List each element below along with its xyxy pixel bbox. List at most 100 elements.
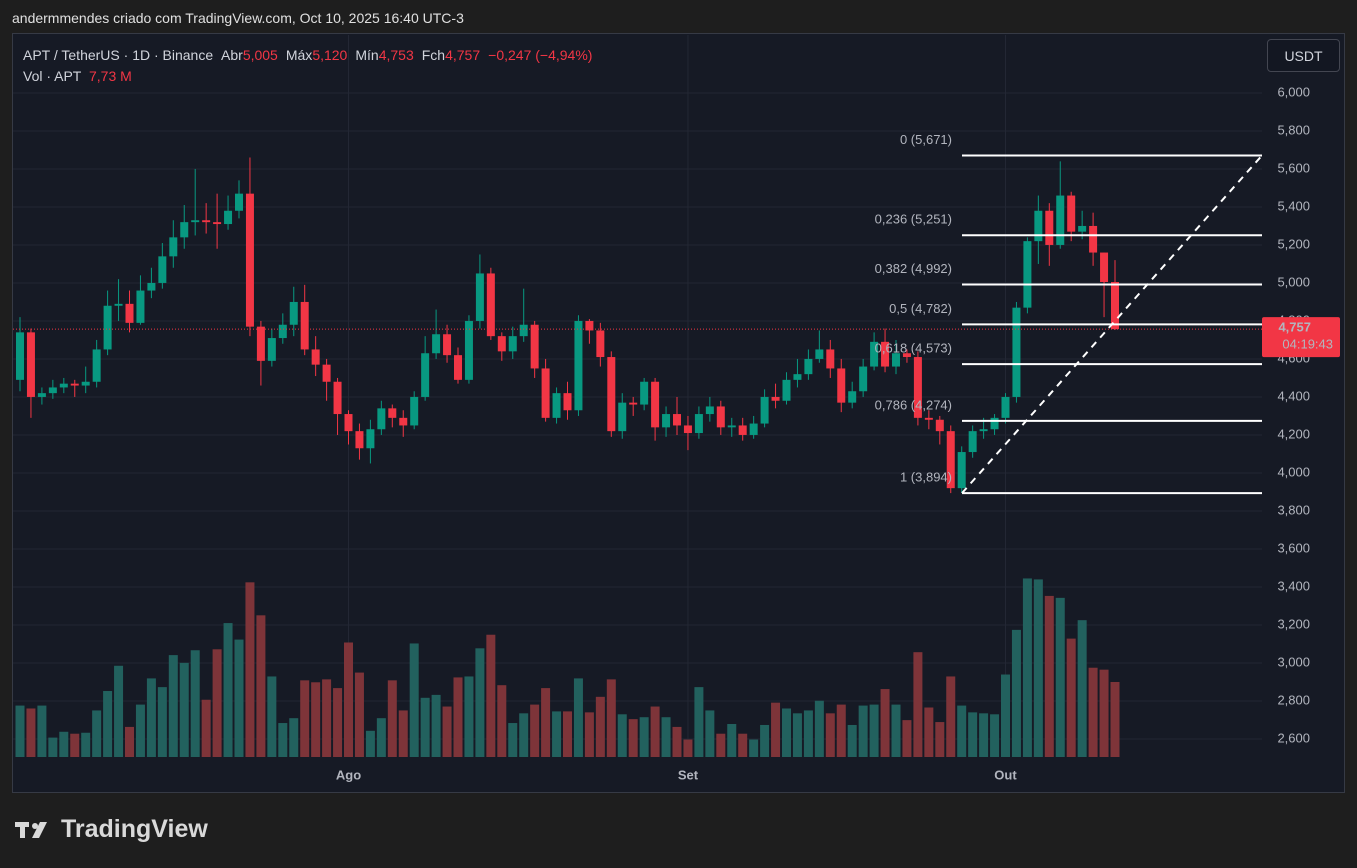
volume-bar: [453, 677, 463, 757]
volume-bar: [924, 707, 934, 757]
candle-body: [694, 414, 703, 434]
volume-bar: [442, 706, 452, 757]
candle-body: [618, 402, 627, 432]
volume-bar: [880, 689, 890, 757]
volume-bar: [552, 711, 562, 757]
candle-body: [563, 393, 572, 411]
candle-body: [913, 357, 922, 418]
candle-body: [990, 417, 999, 430]
x-tick-label: Ago: [336, 767, 361, 782]
volume-bar: [179, 662, 189, 757]
countdown: 04:19:43: [1282, 337, 1333, 352]
candle-body: [421, 353, 430, 397]
volume-bar: [365, 730, 375, 757]
candle-body: [289, 301, 298, 325]
y-tick-label: 2,800: [1277, 692, 1310, 707]
candle-body: [793, 374, 802, 380]
volume-bar: [508, 723, 518, 757]
candle-body: [607, 357, 616, 432]
candle-body: [519, 324, 528, 337]
candle-body: [957, 452, 966, 489]
fib-label: 1 (3,894): [900, 470, 952, 485]
volume-bar: [595, 696, 605, 757]
ohlc-line: APT / TetherUS · 1D · Binance Abr5,005 Má…: [23, 45, 600, 66]
candle-body: [924, 417, 933, 420]
candle-body: [1023, 241, 1032, 308]
volume-bar: [683, 739, 693, 757]
candle-body: [946, 431, 955, 489]
candle-body: [136, 290, 145, 323]
candle-body: [1100, 252, 1109, 282]
candle-body: [749, 423, 758, 435]
candle-body: [81, 381, 90, 386]
volume-bar: [26, 708, 36, 757]
volume-bar: [541, 688, 551, 757]
volume-bar: [1011, 629, 1021, 757]
volume-bar: [157, 687, 167, 757]
candle-body: [475, 273, 484, 321]
candle-body: [771, 396, 780, 401]
chart-panel: [12, 33, 1345, 793]
y-tick-label: 6,000: [1277, 84, 1310, 99]
volume-bar: [344, 642, 353, 757]
y-tick-label: 5,400: [1277, 198, 1310, 213]
volume-bar: [114, 665, 124, 757]
volume-bar: [256, 615, 266, 757]
fib-label: 0,618 (4,573): [875, 341, 952, 356]
volume-bar: [749, 739, 759, 757]
candle-body: [870, 341, 879, 367]
candle-body: [683, 425, 692, 434]
volume-bar: [322, 679, 332, 757]
candle-body: [213, 222, 222, 225]
volume-bar: [825, 713, 835, 757]
candle-body: [508, 336, 517, 352]
volume-bar: [782, 708, 791, 757]
volume-bar: [771, 702, 781, 757]
volume-bar: [267, 676, 277, 757]
candle-body: [979, 429, 988, 432]
volume-bar: [869, 704, 879, 757]
y-tick-label: 5,200: [1277, 236, 1310, 251]
candle-body: [968, 431, 977, 453]
candle-body: [158, 256, 167, 283]
volume-bar: [135, 704, 145, 757]
volume-bar: [584, 712, 594, 757]
volume-bar: [979, 713, 989, 757]
volume-bar: [464, 676, 474, 757]
volume-bar: [650, 706, 660, 757]
volume-bar: [913, 652, 923, 757]
volume-bar: [168, 655, 178, 757]
currency-button[interactable]: USDT: [1267, 39, 1340, 72]
candle-body: [322, 364, 331, 382]
candle-body: [70, 383, 79, 386]
volume-bar: [103, 691, 113, 757]
volume-bar: [190, 650, 200, 757]
volume-bar: [333, 688, 343, 757]
volume-bar: [628, 719, 638, 757]
volume-bar: [1044, 595, 1054, 757]
candle-body: [202, 220, 211, 223]
volume-bar: [530, 704, 540, 757]
volume-bar: [738, 733, 748, 757]
candle-body: [311, 349, 320, 365]
candle-body: [443, 334, 452, 356]
y-tick-label: 3,000: [1277, 654, 1310, 669]
candle-body: [727, 425, 736, 428]
volume-bar: [1022, 578, 1032, 757]
volume-bar: [935, 722, 945, 757]
volume-bar: [289, 718, 299, 757]
label: Vol · APT: [23, 68, 82, 84]
volume-bar: [1033, 579, 1043, 757]
label: Máx: [285, 47, 313, 63]
candle-body: [881, 341, 890, 367]
volume-bar: [497, 685, 507, 757]
candle-body: [125, 303, 134, 323]
volume-bar: [146, 678, 156, 757]
candle-body: [530, 324, 539, 369]
volume-bar: [1001, 674, 1010, 757]
candle-body: [1111, 282, 1119, 330]
candle-body: [410, 396, 419, 426]
y-tick-label: 3,200: [1277, 616, 1310, 631]
x-tick-label: Set: [678, 767, 699, 782]
candle-body: [114, 303, 123, 306]
